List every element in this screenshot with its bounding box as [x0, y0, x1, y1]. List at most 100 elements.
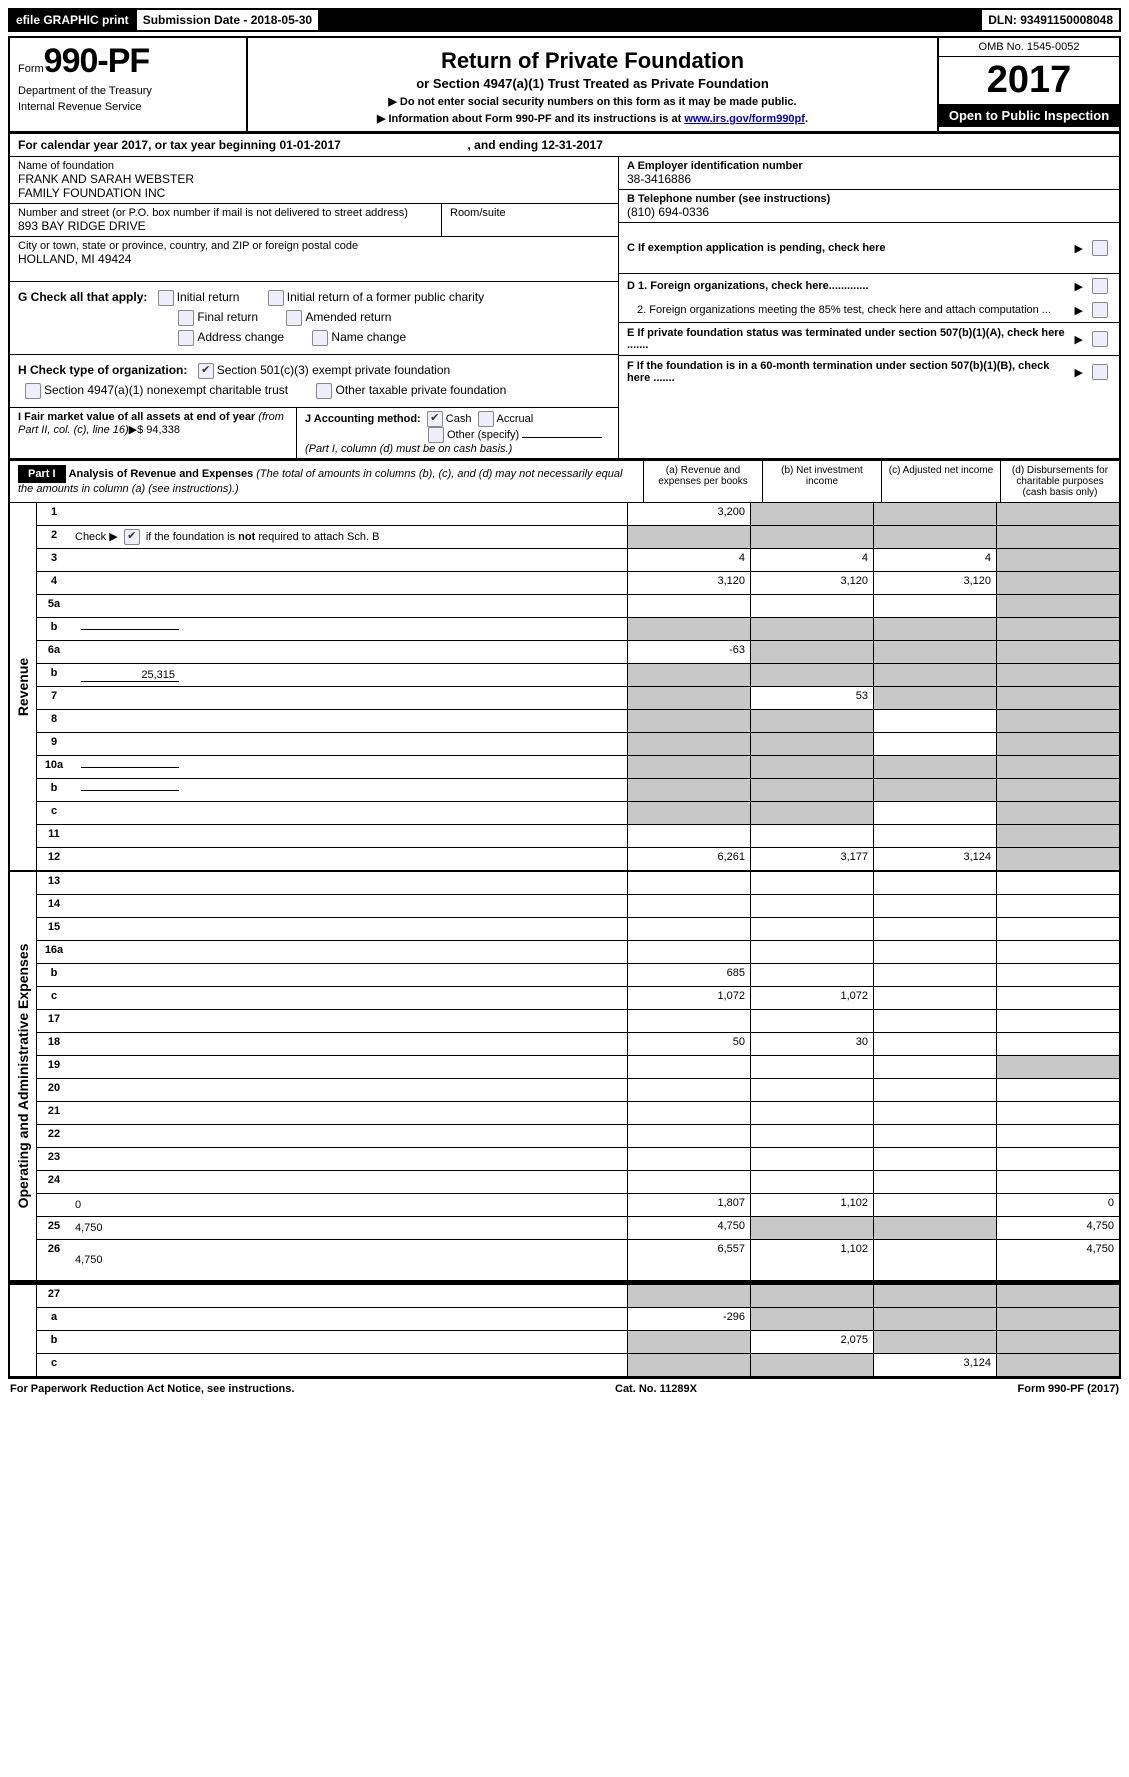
line-description: [71, 987, 627, 1009]
cell-a: [627, 1010, 750, 1032]
submission-date: Submission Date - 2018-05-30: [137, 10, 320, 30]
cell-d: 0: [996, 1194, 1119, 1216]
line-description: [71, 1079, 627, 1101]
cell-b: [750, 1056, 873, 1078]
cell-d: [996, 1331, 1119, 1353]
line-description: [71, 618, 627, 640]
checkbox-60month[interactable]: [1092, 364, 1108, 380]
cell-a: 3,120: [627, 572, 750, 594]
cell-d: [996, 503, 1119, 525]
cell-c: 3,124: [873, 848, 996, 870]
cell-a: [627, 1056, 750, 1078]
cell-d: [996, 733, 1119, 755]
header-right: OMB No. 1545-0052 2017 Open to Public In…: [937, 38, 1119, 131]
cell-b: [750, 733, 873, 755]
table-row: b: [37, 618, 1119, 641]
cell-c: [873, 802, 996, 824]
checkbox-name-change[interactable]: [312, 330, 328, 346]
table-row: 16a: [37, 941, 1119, 964]
line-description: [71, 549, 627, 571]
cell-c: [873, 618, 996, 640]
checkbox-accrual[interactable]: [478, 411, 494, 427]
d2-cell: 2. Foreign organizations meeting the 85%…: [619, 298, 1119, 323]
table-row: b685: [37, 964, 1119, 987]
checkbox-initial-former[interactable]: [268, 290, 284, 306]
cell-b: 1,072: [750, 987, 873, 1009]
checkbox-501c3[interactable]: [198, 363, 214, 379]
checkbox-cash[interactable]: [427, 411, 443, 427]
section-h: H Check type of organization: Section 50…: [10, 355, 618, 408]
cell-a: [627, 941, 750, 963]
checkbox-sch-b[interactable]: [124, 529, 140, 545]
cell-d: 4,750: [996, 1217, 1119, 1239]
table-row: b: [37, 779, 1119, 802]
line-number: 14: [37, 895, 71, 917]
cell-d: 4,750: [996, 1240, 1119, 1280]
cell-d: [996, 1102, 1119, 1124]
line-number: 4: [37, 572, 71, 594]
checkbox-exemption-pending[interactable]: [1092, 240, 1108, 256]
line-number: c: [37, 1354, 71, 1376]
table-row: 15: [37, 918, 1119, 941]
cell-c: [873, 964, 996, 986]
checkbox-address-change[interactable]: [178, 330, 194, 346]
line-description: 4,750: [71, 1217, 627, 1239]
cell-a: [627, 664, 750, 686]
omb-number: OMB No. 1545-0052: [939, 38, 1119, 57]
line-description: 0: [71, 1194, 627, 1216]
cell-b: 3,177: [750, 848, 873, 870]
line-description: [71, 572, 627, 594]
cell-d: [996, 1354, 1119, 1376]
line-number: 27: [37, 1285, 71, 1307]
line-number: c: [37, 987, 71, 1009]
table-row: 8: [37, 710, 1119, 733]
checkbox-amended-return[interactable]: [286, 310, 302, 326]
cell-c: [873, 710, 996, 732]
cell-a: 50: [627, 1033, 750, 1055]
checkbox-foreign-org[interactable]: [1092, 278, 1108, 294]
checkbox-4947[interactable]: [25, 383, 41, 399]
e-cell: E If private foundation status was termi…: [619, 323, 1119, 356]
cell-a: 6,557: [627, 1240, 750, 1280]
cell-a: [627, 1354, 750, 1376]
line-number: 20: [37, 1079, 71, 1101]
checkbox-other-taxable[interactable]: [316, 383, 332, 399]
table-row: 264,7506,5571,1024,750: [37, 1240, 1119, 1280]
cell-b: 53: [750, 687, 873, 709]
checkbox-other-method[interactable]: [428, 427, 444, 443]
checkbox-final-return[interactable]: [178, 310, 194, 326]
cell-b: [750, 1285, 873, 1307]
checkbox-initial-return[interactable]: [158, 290, 174, 306]
checkbox-foreign-85[interactable]: [1092, 302, 1108, 318]
cell-b: [750, 1148, 873, 1170]
line-number: 3: [37, 549, 71, 571]
line-number: 15: [37, 918, 71, 940]
cell-b: [750, 895, 873, 917]
line-description: [71, 1171, 627, 1193]
cell-c: [873, 756, 996, 778]
cell-a: 685: [627, 964, 750, 986]
expenses-side-label: Operating and Administrative Expenses: [10, 872, 37, 1280]
form-warn1: ▶ Do not enter social security numbers o…: [256, 95, 929, 108]
line-number: 2: [37, 526, 71, 548]
table-row: 23: [37, 1148, 1119, 1171]
tax-year: 2017: [939, 57, 1119, 104]
line-number: 16a: [37, 941, 71, 963]
cell-b: 4: [750, 549, 873, 571]
table-row: c1,0721,072: [37, 987, 1119, 1010]
header-center: Return of Private Foundation or Section …: [248, 38, 937, 131]
line-description: [71, 710, 627, 732]
instructions-link[interactable]: www.irs.gov/form990pf: [684, 113, 805, 125]
cell-b: [750, 1125, 873, 1147]
table-row: b25,315: [37, 664, 1119, 687]
cell-c: [873, 1308, 996, 1330]
cell-b: [750, 872, 873, 894]
line-number: b: [37, 664, 71, 686]
line-number: a: [37, 1308, 71, 1330]
table-row: 22: [37, 1125, 1119, 1148]
cell-a: [627, 526, 750, 548]
section-i: I Fair market value of all assets at end…: [10, 408, 297, 458]
table-row: 3444: [37, 549, 1119, 572]
checkbox-terminated[interactable]: [1092, 331, 1108, 347]
part1-header-row: Part I Analysis of Revenue and Expenses …: [8, 459, 1121, 503]
